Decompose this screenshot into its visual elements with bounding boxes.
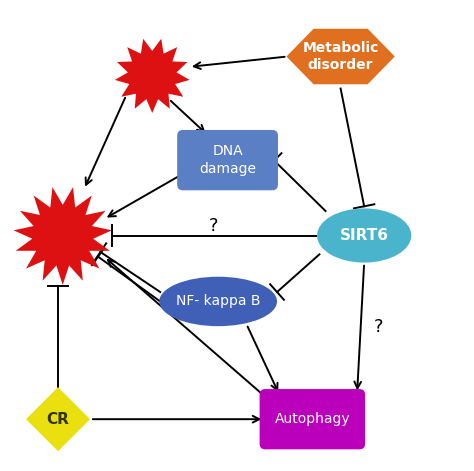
- Text: ?: ?: [209, 217, 218, 235]
- Text: Aging: Aging: [43, 230, 92, 245]
- Text: DNA
damage: DNA damage: [199, 145, 256, 176]
- Polygon shape: [286, 29, 395, 84]
- Text: ROS: ROS: [137, 67, 173, 82]
- Text: ?: ?: [374, 318, 383, 336]
- FancyBboxPatch shape: [260, 389, 365, 449]
- Polygon shape: [14, 187, 112, 285]
- Polygon shape: [26, 387, 90, 451]
- Text: NF- kappa B: NF- kappa B: [176, 294, 260, 309]
- Text: CR: CR: [46, 412, 70, 427]
- Ellipse shape: [317, 208, 411, 263]
- Ellipse shape: [159, 276, 277, 326]
- FancyBboxPatch shape: [177, 130, 278, 190]
- Text: Autophagy: Autophagy: [274, 412, 350, 426]
- Text: SIRT6: SIRT6: [340, 228, 389, 243]
- Text: Metabolic
disorder: Metabolic disorder: [302, 41, 379, 72]
- Polygon shape: [115, 39, 190, 113]
